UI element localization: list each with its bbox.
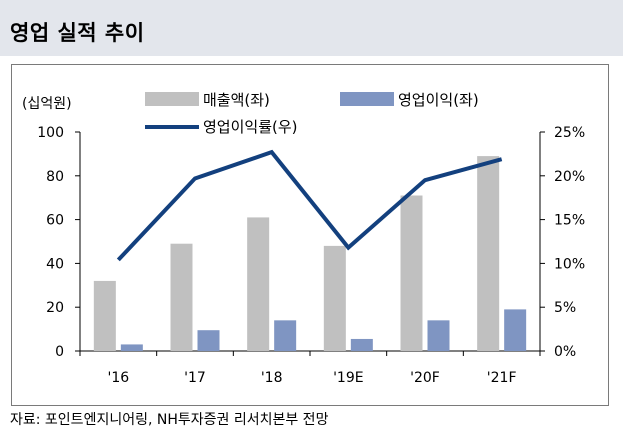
x-tick-label: '18 [261, 370, 283, 386]
y-unit-label: (십억원) [22, 96, 72, 112]
op-income-bar [350, 338, 373, 351]
revenue-bar [323, 245, 346, 351]
y-tick-label: 40 [46, 256, 64, 272]
revenue-bar [477, 156, 500, 351]
op-income-bar [120, 344, 143, 351]
op-income-bar [427, 320, 450, 351]
revenue-bar [247, 217, 270, 351]
legend-swatch-revenue [145, 92, 199, 106]
chart-frame [11, 64, 609, 406]
page-title: 영업 실적 추이 [10, 21, 145, 45]
x-tick-label: '20F [410, 370, 440, 386]
y2-tick-label: 25% [554, 125, 585, 141]
y2-tick-label: 20% [554, 169, 585, 185]
legend-label-margin: 영업이익률(우) [203, 118, 298, 136]
x-tick-label: '19E [333, 370, 364, 386]
legend-swatch-op-income [340, 92, 394, 106]
y-tick-label: 60 [46, 213, 64, 229]
revenue-bar [170, 243, 193, 351]
op-income-bar [504, 309, 527, 351]
legend-label-revenue: 매출액(좌) [203, 91, 270, 109]
y2-tick-label: 15% [554, 213, 585, 229]
source-note: 자료: 포인트엔지니어링, NH투자증권 리서치본부 전망 [10, 412, 329, 428]
y-tick-label: 20 [46, 300, 64, 316]
x-tick-label: '21F [487, 370, 517, 386]
y2-tick-label: 5% [554, 300, 576, 316]
x-tick-label: '17 [184, 370, 206, 386]
y2-tick-label: 0% [554, 344, 576, 360]
op-income-bar [274, 320, 297, 351]
legend-label-op-income: 영업이익(좌) [398, 91, 479, 109]
x-tick-label: '16 [107, 370, 129, 386]
revenue-bar [400, 195, 423, 351]
y-tick-label: 100 [37, 125, 64, 141]
title-bar: 영업 실적 추이 [0, 0, 623, 56]
y-tick-label: 0 [55, 344, 64, 360]
op-income-bar [197, 330, 220, 351]
y2-tick-label: 10% [554, 256, 585, 272]
margin-line [116, 149, 503, 262]
revenue-bar [93, 280, 116, 351]
y-tick-label: 80 [46, 169, 64, 185]
